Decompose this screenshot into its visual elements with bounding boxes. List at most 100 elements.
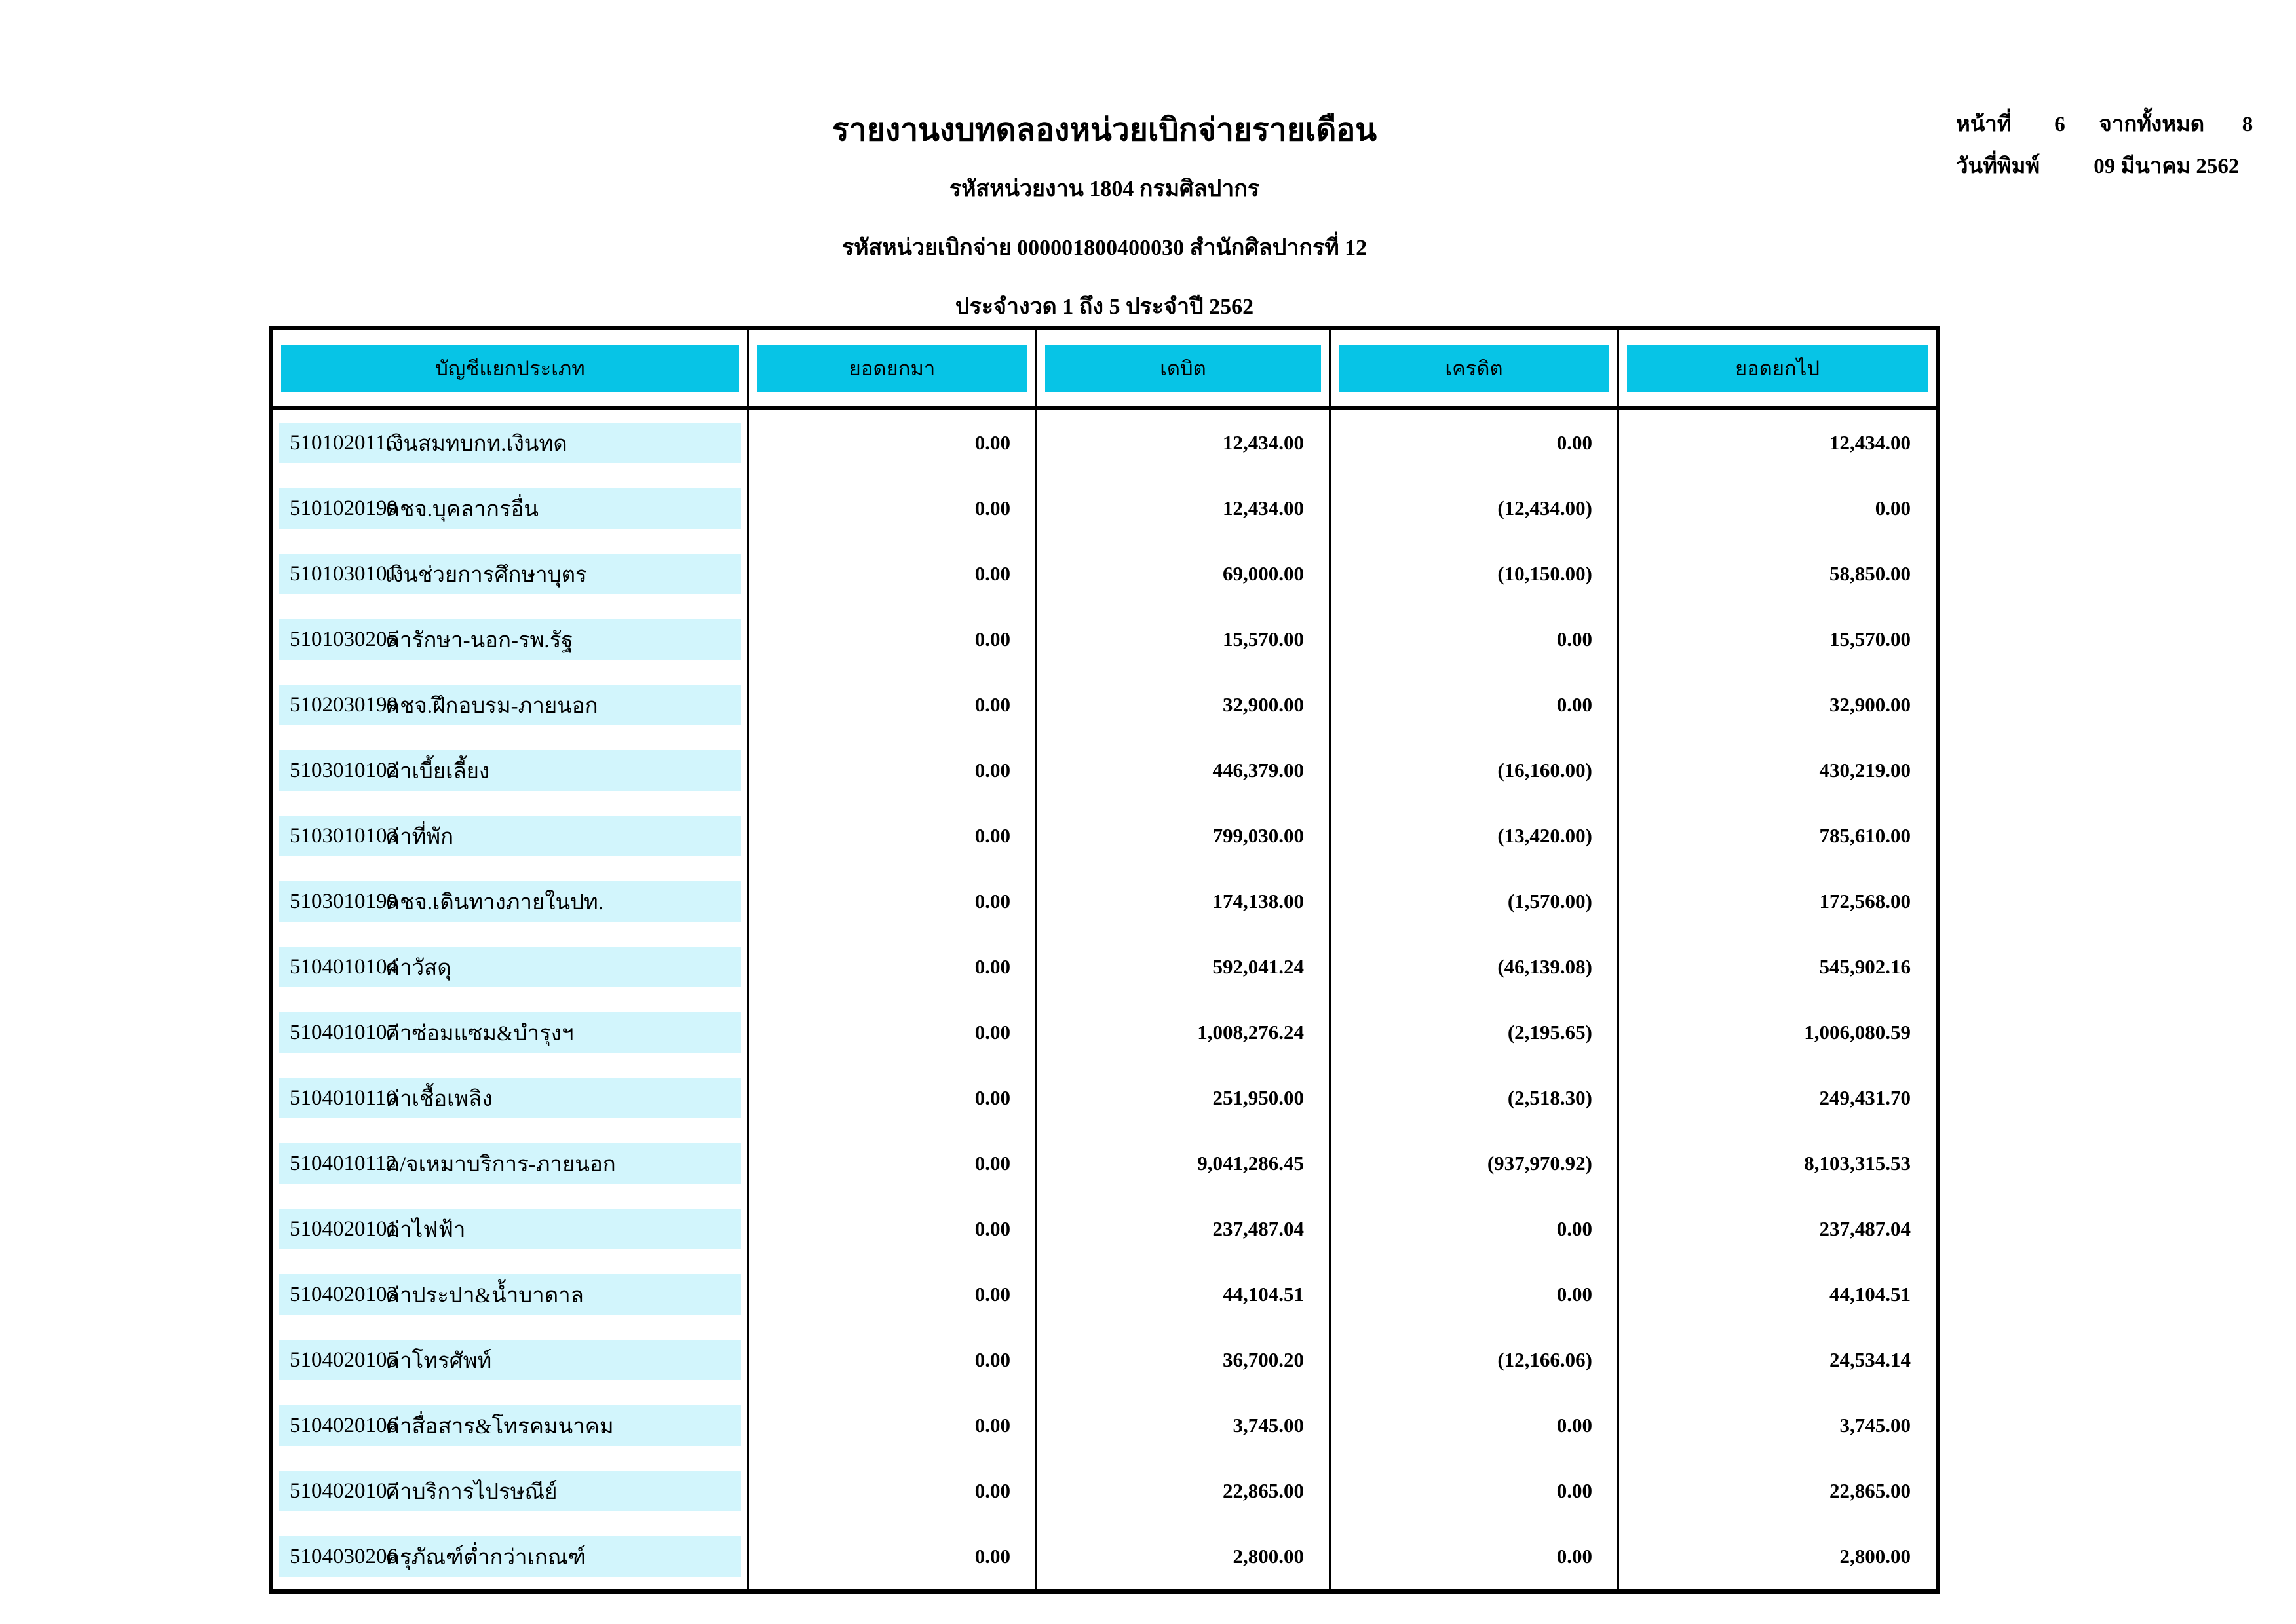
credit-cell: 0.00 [1331,1393,1619,1458]
debit-cell: 22,865.00 [1037,1458,1331,1524]
balance-bf-cell: 0.00 [749,803,1037,869]
account-stripe: 5104030206 ครุภัณฑ์ต่ำกว่าเกณฑ์ [279,1536,741,1577]
debit-cell: 12,434.00 [1037,410,1331,476]
table-row: 5101020116 เงินสมทบกท.เงินทด 0.00 12,434.00… [273,410,1936,476]
account-cell: 5104010112 ค/จเหมาบริการ-ภายนอก [273,1131,749,1196]
account-cell: 5103010103 ค่าที่พัก [273,803,749,869]
account-stripe: 5104020106 ค่าสื่อสาร&โทรคมนาคม [279,1405,741,1446]
credit-cell: 0.00 [1331,672,1619,738]
balance-cf-cell: 1,006,080.59 [1804,1021,1911,1044]
balance-cf-cell: 2,800.00 [1839,1545,1911,1568]
debit-cell: 446,379.00 [1037,738,1331,803]
account-cell: 5101020199 คชจ.บุคลากรอื่น [273,476,749,541]
balance-bf-cell: 0.00 [749,1196,1037,1262]
credit-cell: (2,195.65) [1331,1000,1619,1065]
account-cell: 5104030206 ครุภัณฑ์ต่ำกว่าเกณฑ์ [273,1524,749,1589]
account-cell: 5101030205 ค่ารักษา-นอก-รพ.รัฐ [273,607,749,672]
balance-cf-cell: 430,219.00 [1819,759,1911,782]
credit-cell: (12,434.00) [1331,476,1619,541]
balance-bf-cell: 0.00 [749,1393,1037,1458]
balance-bf-cell: 0.00 [749,1458,1037,1524]
debit-cell: 69,000.00 [1037,541,1331,607]
credit-cell: 0.00 [1331,1524,1619,1589]
table-row: 5104010107 ค่าซ่อมแซม&บำรุงฯ 0.00 1,008,276… [273,1000,1936,1065]
balance-cf-cell: 785,610.00 [1819,824,1911,847]
account-code: 5104020101 [290,1217,398,1241]
account-name: คชจ.บุคลากรอื่น [385,497,539,521]
account-name: ค่าโทรศัพท์ [385,1349,492,1373]
account-cell: 5104020105 ค่าโทรศัพท์ [273,1327,749,1393]
account-stripe: 5104020105 ค่าโทรศัพท์ [279,1340,741,1380]
account-stripe: 5104010110 ค่าเชื้อเพลิง [279,1078,741,1118]
table-row: 5101020199 คชจ.บุคลากรอื่น 0.00 12,434.00 (1… [273,476,1936,541]
account-code: 5104030206 [290,1544,398,1568]
col-header-credit-chip: เครดิต [1339,344,1609,392]
account-code: 5103010199 [290,889,398,913]
balance-bf-cell: 0.00 [749,934,1037,1000]
credit-cell: 0.00 [1331,1196,1619,1262]
table-row: 5104020101 ค่าไฟฟ้า 0.00 237,487.04 0.00 237,… [273,1196,1936,1262]
account-cell: 5104010107 ค่าซ่อมแซม&บำรุงฯ [273,1000,749,1065]
table-row: 5103010103 ค่าที่พัก 0.00 799,030.00 (13,420… [273,803,1936,869]
credit-cell: (10,150.00) [1331,541,1619,607]
debit-cell: 174,138.00 [1037,869,1331,934]
page-number: 6 [2054,113,2065,136]
account-stripe: 5102030199 คชจ.ฝึกอบรม-ภายนอก [279,685,741,725]
report-header: รายงานงบทดลองหน่วยเบิกจ่ายรายเดือน รหัสห… [269,105,1940,324]
debit-cell: 36,700.20 [1037,1327,1331,1393]
account-cell: 5104020107 ค่าบริการไปรษณีย์ [273,1458,749,1524]
debit-cell: 2,800.00 [1037,1524,1331,1589]
debit-cell: 12,434.00 [1037,476,1331,541]
table-row: 5101030101 เงินช่วยการศึกษาบุตร 0.00 69,000… [273,541,1936,607]
account-stripe: 5104020101 ค่าไฟฟ้า [279,1209,741,1249]
debit-cell: 3,745.00 [1037,1393,1331,1458]
col-header-account-chip: บัญชีแยกประเภท [281,344,739,392]
total-pages: 8 [2242,113,2253,136]
account-stripe: 5103010199 คชจ.เดินทางภายในปท. [279,881,741,922]
balance-bf-cell: 0.00 [749,1065,1037,1131]
balance-bf-cell: 0.00 [749,410,1037,476]
account-code: 5104010107 [290,1020,398,1044]
account-stripe: 5104020103 ค่าประปา&น้ำบาดาล [279,1274,741,1315]
col-header-credit: เครดิต [1331,330,1619,406]
balance-cf-cell: 24,534.14 [1829,1348,1911,1371]
account-code: 5104010112 [290,1151,397,1175]
account-code: 5101020199 [290,496,398,520]
account-name: คชจ.ฝึกอบรม-ภายนอก [385,694,598,718]
table-row: 5104030206 ครุภัณฑ์ต่ำกว่าเกณฑ์ 0.00 2,800.… [273,1524,1936,1589]
account-code: 5104020105 [290,1348,398,1372]
debit-cell: 237,487.04 [1037,1196,1331,1262]
balance-cf-cell: 237,487.04 [1819,1217,1911,1240]
credit-cell: (46,139.08) [1331,934,1619,1000]
balance-bf-cell: 0.00 [749,1000,1037,1065]
balance-bf-cell: 0.00 [749,541,1037,607]
balance-cf-cell: 249,431.70 [1819,1086,1911,1109]
account-cell: 5101030101 เงินช่วยการศึกษาบุตร [273,541,749,607]
debit-cell: 1,008,276.24 [1037,1000,1331,1065]
balance-cf-cell: 0.00 [1875,497,1911,519]
table-row: 5104010112 ค/จเหมาบริการ-ภายนอก 0.00 9,041,… [273,1131,1936,1196]
page-label: หน้าที่ [1956,113,2012,136]
account-stripe: 5101030101 เงินช่วยการศึกษาบุตร [279,554,741,594]
account-name: ค่าประปา&น้ำบาดาล [385,1283,584,1308]
table-row: 5103010199 คชจ.เดินทางภายในปท. 0.00 174,138… [273,869,1936,934]
table-row: 5102030199 คชจ.ฝึกอบรม-ภายนอก 0.00 32,900.0… [273,672,1936,738]
debit-cell: 799,030.00 [1037,803,1331,869]
account-cell: 5103010199 คชจ.เดินทางภายในปท. [273,869,749,934]
account-code: 5104010104 [290,954,398,979]
account-cell: 5101020116 เงินสมทบกท.เงินทด [273,410,749,476]
account-cell: 5104010104 ค่าวัสดุ [273,934,749,1000]
col-header-debit-chip: เดบิต [1045,344,1321,392]
balance-cf-cell: 22,865.00 [1829,1479,1911,1502]
account-code: 5104020106 [290,1413,398,1437]
balance-cf-cell: 58,850.00 [1829,562,1911,585]
balance-bf-cell: 0.00 [749,607,1037,672]
balance-cf-cell: 32,900.00 [1829,693,1911,716]
trial-balance-table: บัญชีแยกประเภท ยอดยกมา เดบิต เครดิต ยอดย… [269,326,1940,1594]
balance-cf-cell: 12,434.00 [1829,431,1911,454]
balance-cf-cell: 15,570.00 [1829,628,1911,651]
account-code: 5104020103 [290,1282,398,1306]
account-name: ค่าที่พัก [385,825,454,849]
debit-cell: 44,104.51 [1037,1262,1331,1327]
